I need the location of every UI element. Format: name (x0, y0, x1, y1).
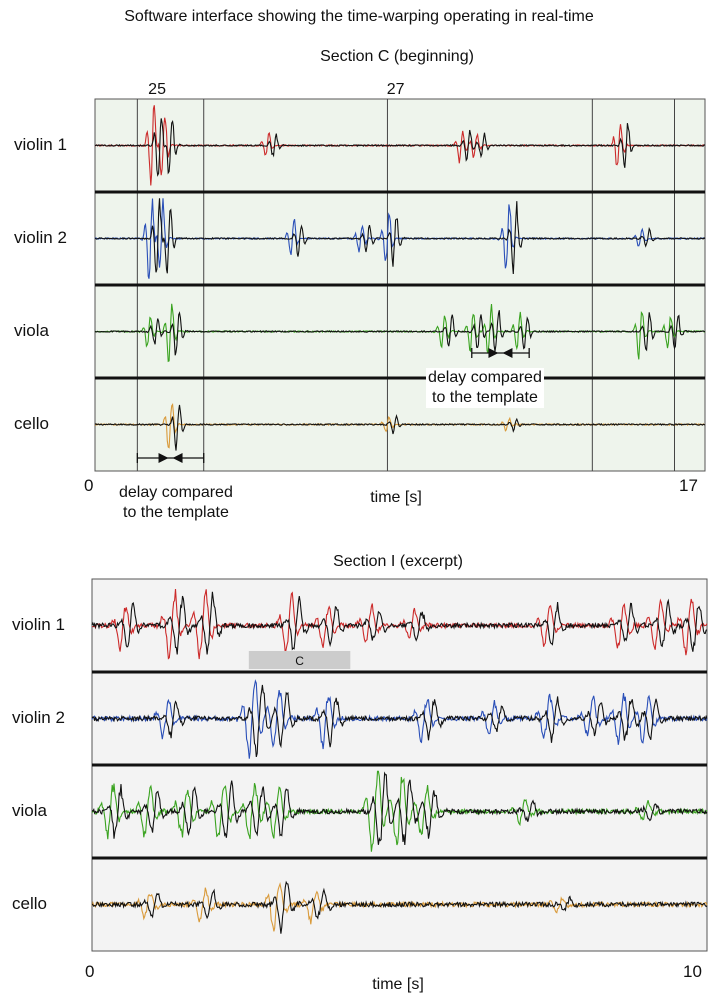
row-label-cello: cello (14, 413, 49, 433)
row-label-violin-2: violin 2 (12, 707, 65, 727)
row-label-violin-1: violin 1 (14, 134, 67, 154)
page-title: Software interface showing the time-warp… (124, 8, 594, 25)
series-performance-violin-2 (91, 684, 708, 758)
row-separator (95, 283, 705, 287)
row-label-viola: viola (12, 800, 47, 820)
row-label-violin-1: violin 1 (12, 614, 65, 634)
row-label-violin-2: violin 2 (14, 227, 67, 247)
measure-label: 27 (387, 81, 405, 98)
annotation-line: to the template (123, 504, 229, 521)
delay-arrow (136, 453, 205, 463)
annotation-line: to the template (432, 389, 538, 406)
row-separator (92, 856, 707, 860)
chart-1-annotation-right: delay compared to the template (426, 368, 544, 408)
series-template-violin-2 (94, 198, 706, 279)
delay-arrow-head-right (502, 348, 513, 358)
chart-1-x-axis-label: time [s] (370, 489, 422, 506)
series-performance-violin-1 (95, 118, 706, 177)
row-separator (92, 670, 707, 674)
row-separator (95, 190, 705, 194)
section-marker-label: C (295, 654, 304, 668)
chart-2-title: Section I (excerpt) (333, 553, 463, 570)
series-performance-viola (91, 771, 708, 846)
series-template-cello (94, 402, 706, 449)
chart-1-title: Section C (beginning) (320, 48, 474, 65)
chart-2: C (91, 578, 708, 952)
annotation-line: delay compared (428, 369, 542, 386)
delay-arrow-head-right (172, 453, 183, 463)
series-performance-cello (91, 880, 708, 934)
series-performance-violin-1 (91, 591, 708, 655)
delay-arrow-head-left (158, 453, 169, 463)
series-performance-violin-2 (94, 198, 706, 275)
chart-1-x-tick-start: 0 (84, 476, 94, 495)
chart-1-annotation-left: delay compared to the template (117, 483, 235, 523)
row-label-viola: viola (14, 320, 49, 340)
delay-arrow (471, 348, 530, 358)
series-performance-viola (94, 310, 706, 356)
chart-1-x-tick-end: 17 (679, 476, 698, 495)
chart-2-x-axis-label: time [s] (372, 976, 424, 993)
delay-arrow-head-left (488, 348, 499, 358)
chart-2-x-tick-start: 0 (85, 962, 95, 981)
chart-1: 25 27 (94, 81, 706, 472)
row-label-cello: cello (12, 893, 47, 913)
section-marker-bar (248, 651, 351, 669)
measure-label: 25 (148, 81, 166, 98)
chart-2-x-tick-end: 10 (683, 962, 702, 981)
annotation-line: delay compared (119, 484, 233, 501)
row-separator (95, 376, 705, 380)
series-performance-cello (94, 404, 706, 451)
row-separator (92, 763, 707, 767)
